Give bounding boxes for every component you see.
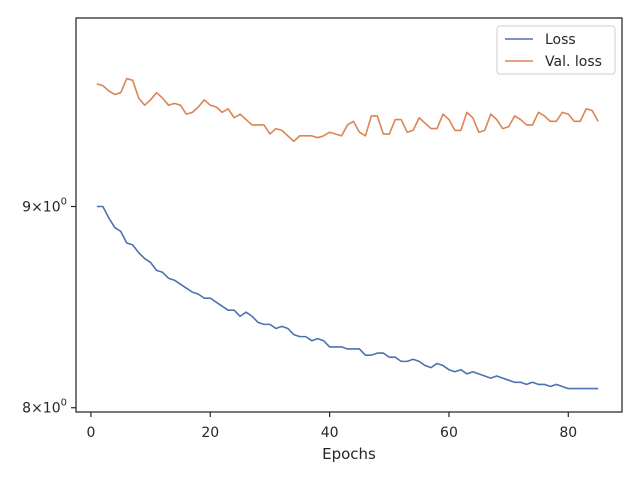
series-line-val-loss <box>96 77 599 143</box>
x-tick-label: 80 <box>559 425 577 441</box>
x-tick-label: 60 <box>440 425 458 441</box>
x-tick-label: 20 <box>201 425 219 441</box>
ticks-layer: 0 20 40 60 80 8×100 9×100 <box>22 197 577 441</box>
x-tick-label: 0 <box>86 425 95 441</box>
legend-label-loss: Loss <box>545 32 576 48</box>
plot-frame <box>75 17 623 413</box>
x-tick-label: 40 <box>321 425 339 441</box>
legend: Loss Val. loss <box>496 25 616 75</box>
y-tick-label: 8×100 <box>22 398 67 417</box>
legend-label-val-loss: Val. loss <box>545 54 602 70</box>
y-tick-label: 9×100 <box>22 197 67 216</box>
series-layer <box>96 77 599 390</box>
plot-area <box>76 18 622 412</box>
x-axis-label: Epochs <box>322 445 376 463</box>
legend-frame <box>496 25 616 75</box>
series-line-loss <box>96 205 599 390</box>
